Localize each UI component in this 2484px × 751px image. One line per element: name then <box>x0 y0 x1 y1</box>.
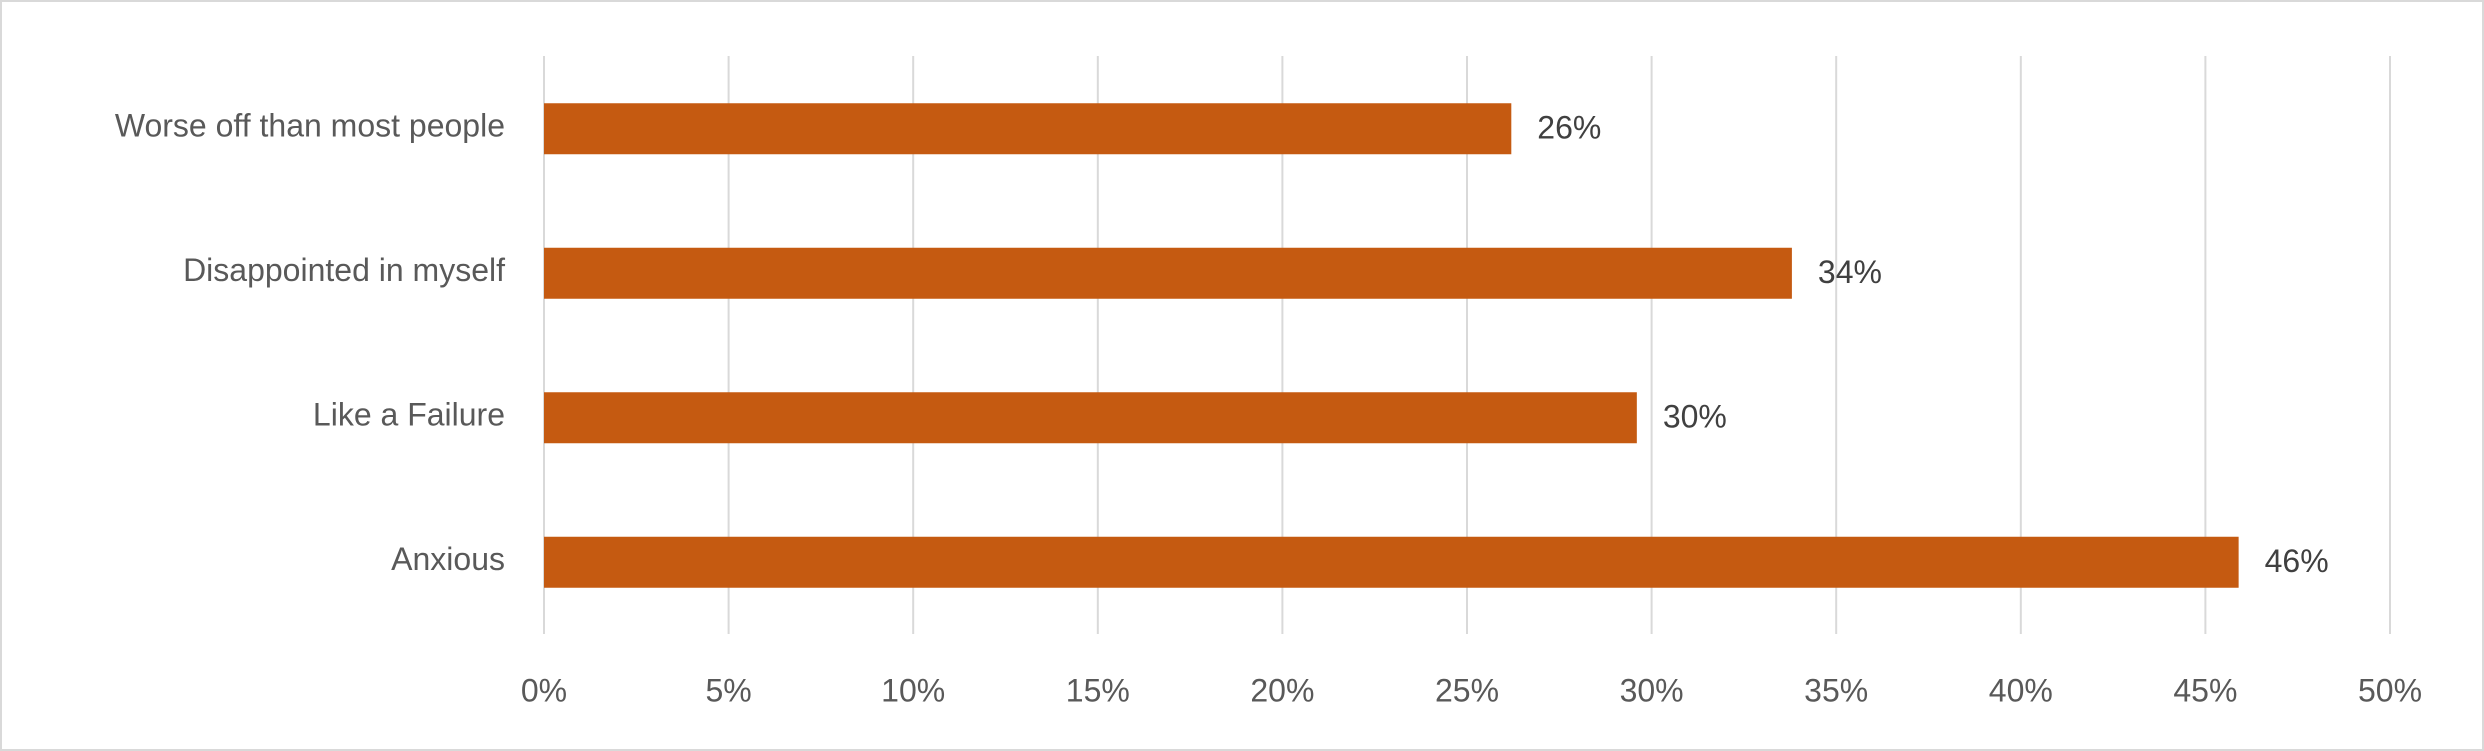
data-label: 26% <box>1537 110 1601 146</box>
x-tick-label: 50% <box>2358 672 2422 708</box>
data-label: 46% <box>2265 543 2329 579</box>
x-tick-label: 0% <box>521 672 567 708</box>
data-label: 30% <box>1663 399 1727 435</box>
y-tick-label: Worse off than most people <box>115 108 505 144</box>
bar <box>544 247 1792 299</box>
x-tick-label: 35% <box>1804 672 1868 708</box>
data-label: 34% <box>1818 254 1882 290</box>
x-tick-label: 15% <box>1066 672 1130 708</box>
x-tick-label: 25% <box>1435 672 1499 708</box>
bar <box>544 392 1637 444</box>
bar <box>544 103 1512 155</box>
bar <box>544 536 2239 588</box>
x-tick-label: 30% <box>1620 672 1684 708</box>
x-tick-label: 5% <box>705 672 751 708</box>
x-tick-label: 45% <box>2173 672 2237 708</box>
y-tick-label: Like a Failure <box>313 397 505 433</box>
x-tick-label: 40% <box>1989 672 2053 708</box>
x-tick-label: 10% <box>881 672 945 708</box>
x-tick-label: 20% <box>1250 672 1314 708</box>
y-tick-label: Anxious <box>391 541 505 577</box>
y-tick-label: Disappointed in myself <box>183 252 505 288</box>
